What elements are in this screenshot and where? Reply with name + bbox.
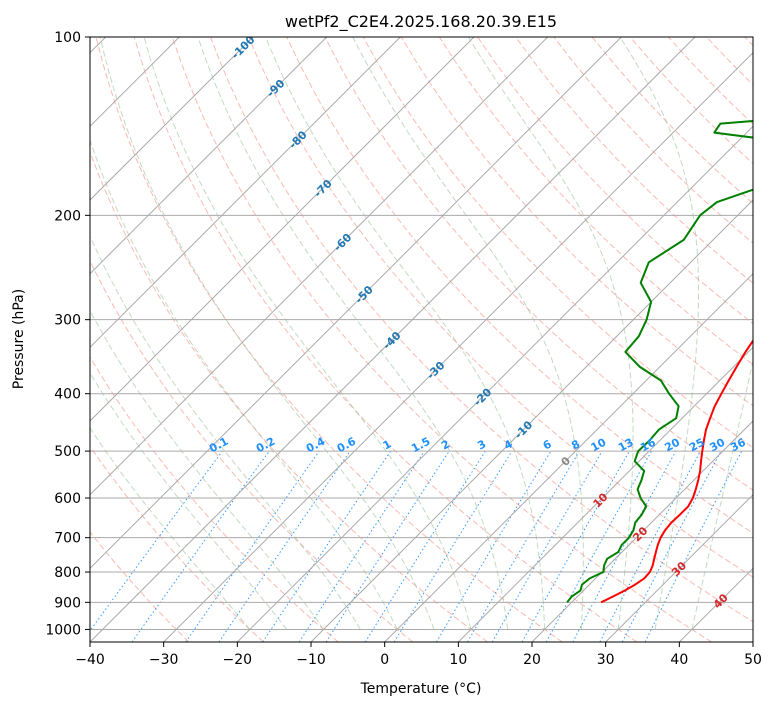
y-tick-label: 700 — [54, 531, 81, 547]
moist-adiabat-line — [99, 37, 435, 630]
mixing-ratio-line — [185, 450, 320, 642]
isotherm-line — [457, 346, 753, 642]
moist-adiabat-line — [197, 37, 509, 630]
isotherm-line — [531, 420, 753, 642]
isotherm-line — [90, 37, 328, 275]
mixing-ratio-label: 20 — [662, 436, 682, 455]
dry-adiabat-line — [95, 37, 563, 642]
plot-frame — [89, 36, 754, 643]
mixing-ratio-line — [298, 450, 425, 642]
moist-adiabat-line — [265, 37, 546, 630]
mixing-ratio-line — [218, 450, 351, 642]
y-tick-label: 100 — [54, 30, 81, 46]
y-tick-label: 200 — [54, 208, 81, 224]
x-tick-label: 30 — [597, 652, 615, 668]
y-tick-label: 500 — [54, 444, 81, 460]
moist-adiabat-line — [90, 235, 361, 630]
y-tick-label: 300 — [54, 313, 81, 329]
moist-adiabat-line — [90, 371, 288, 630]
dry-adiabat-line — [210, 37, 753, 623]
mixing-ratio-line — [644, 450, 743, 642]
mixing-ratio-line — [393, 450, 513, 642]
x-tick-label: −40 — [75, 652, 105, 668]
y-axis-label: Pressure (hPa) — [11, 289, 27, 389]
x-tick-label: 10 — [449, 652, 467, 668]
isotherm-line — [605, 493, 753, 642]
mixing-ratio-label: 16 — [638, 436, 658, 455]
y-tick-label: 900 — [54, 595, 81, 611]
mixing-ratio-line — [90, 450, 223, 632]
x-tick-label: 50 — [744, 652, 762, 668]
axes: −40 −30 −20 −10 0 10 20 30 40 50 100 200 300 400 500 60… — [45, 30, 762, 668]
moist-adiabat-line — [352, 37, 584, 630]
dry-adiabat-line — [438, 37, 753, 366]
isotherm-line — [90, 37, 622, 570]
moist-adiabat-line — [90, 138, 398, 630]
dry-adiabat-line — [90, 356, 339, 642]
chart-title: wetPf2_C2E4.2025.168.20.39.E15 — [285, 12, 557, 32]
x-axis-label: Temperature (°C) — [360, 681, 482, 697]
dry-adiabat-line — [90, 531, 190, 642]
mixing-ratio-line — [545, 450, 653, 642]
temperature-line — [600, 338, 753, 604]
dry-adiabat-line — [90, 150, 488, 642]
moist-adiabat-line — [619, 37, 699, 630]
mixing-ratio-line — [521, 450, 630, 642]
mixing-ratio-label: 10 — [589, 436, 609, 455]
dry-adiabat-line — [515, 37, 753, 284]
y-tick-label: 800 — [54, 565, 81, 581]
x-tick-label: 0 — [380, 652, 389, 668]
x-tick-label: 40 — [670, 652, 688, 668]
isotherm-line — [90, 37, 401, 349]
mixing-ratio-line — [262, 450, 392, 642]
mixing-ratio-line — [131, 450, 270, 642]
isotherm-line — [384, 272, 753, 642]
profile-lines — [566, 119, 753, 604]
dry-adiabat-line — [400, 37, 753, 407]
mixing-ratio-label: 36 — [728, 436, 748, 455]
background-lines — [90, 37, 753, 642]
moist-adiabat-line — [691, 358, 753, 630]
isotherm-line — [90, 37, 696, 642]
isotherm-line — [90, 37, 254, 201]
y-tick-label: 400 — [54, 387, 81, 403]
x-tick-label: −30 — [149, 652, 179, 668]
y-tick-label: 1000 — [45, 622, 81, 638]
moist-adiabat-line — [467, 37, 634, 630]
x-tick-label: −20 — [223, 652, 253, 668]
isotherm-line — [236, 125, 753, 642]
dry-adiabat-line — [248, 37, 753, 578]
dewpoint-line — [566, 119, 753, 603]
mixing-ratio-label: 30 — [708, 436, 728, 455]
x-tick-label: −10 — [296, 652, 326, 668]
isotherm-line — [163, 51, 753, 642]
isotherm-line — [310, 199, 753, 642]
y-tick-label: 600 — [54, 491, 81, 507]
isotherm-line — [90, 37, 549, 496]
moist-adiabat-line — [90, 427, 251, 630]
mixing-ratio-line — [572, 450, 677, 642]
mixing-ratio-label: 25 — [687, 436, 707, 455]
mixing-ratio-label: 13 — [616, 436, 636, 455]
dry-adiabat-line — [90, 445, 264, 642]
isotherm-line — [90, 37, 475, 422]
mixing-ratio-line — [325, 450, 450, 642]
dry-adiabat-line — [133, 37, 638, 642]
x-tick-label: 20 — [523, 652, 541, 668]
